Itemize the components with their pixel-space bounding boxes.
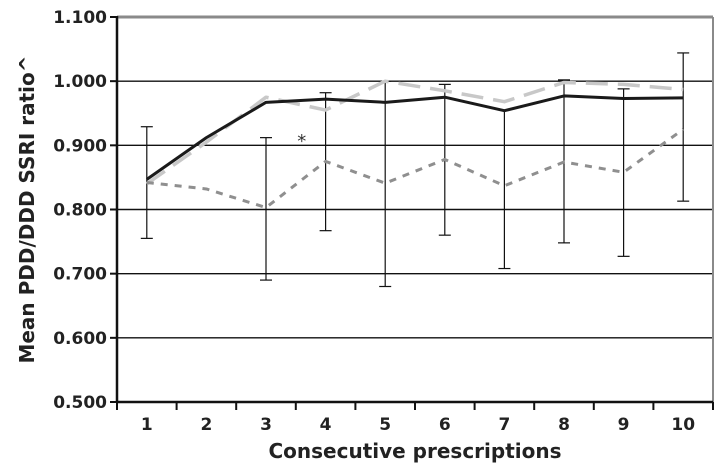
annotation-asterisk-0: *: [297, 131, 306, 152]
y-tick-label-5: 1.000: [53, 72, 107, 92]
tick-labels: 0.500 0.600 0.700 0.800 0.900 1.000 1.100 1 2 3 4 5…: [53, 8, 695, 435]
x-tick-label-7: 8: [558, 415, 570, 435]
series-line-0: [145, 94, 684, 181]
y-tick-label-1: 0.600: [53, 329, 107, 349]
series-lines: [145, 79, 685, 210]
annotations: *: [297, 131, 306, 152]
x-tick-label-9: 10: [671, 415, 695, 435]
axes: [110, 15, 714, 410]
grid-lines: [117, 80, 713, 339]
y-tick-label-0: 0.500: [53, 393, 107, 413]
y-axis-title: Mean PDD/DDD SSRI ratio^: [15, 55, 39, 363]
x-axis-title: Consecutive prescriptions: [268, 439, 561, 463]
x-tick-label-5: 6: [439, 415, 451, 435]
series-line-2: [146, 128, 685, 210]
y-tick-label-4: 0.900: [53, 136, 107, 156]
x-tick-label-0: 1: [141, 415, 153, 435]
x-tick-label-6: 7: [498, 415, 510, 435]
x-tick-label-8: 9: [618, 415, 630, 435]
x-tick-label-3: 4: [320, 415, 332, 435]
y-tick-label-6: 1.100: [53, 8, 107, 28]
error-bars: [140, 52, 690, 288]
y-tick-label-2: 0.700: [53, 265, 107, 285]
y-tick-label-3: 0.800: [53, 201, 107, 221]
x-tick-label-2: 3: [260, 415, 272, 435]
x-tick-label-1: 2: [200, 415, 212, 435]
x-tick-label-4: 5: [379, 415, 391, 435]
